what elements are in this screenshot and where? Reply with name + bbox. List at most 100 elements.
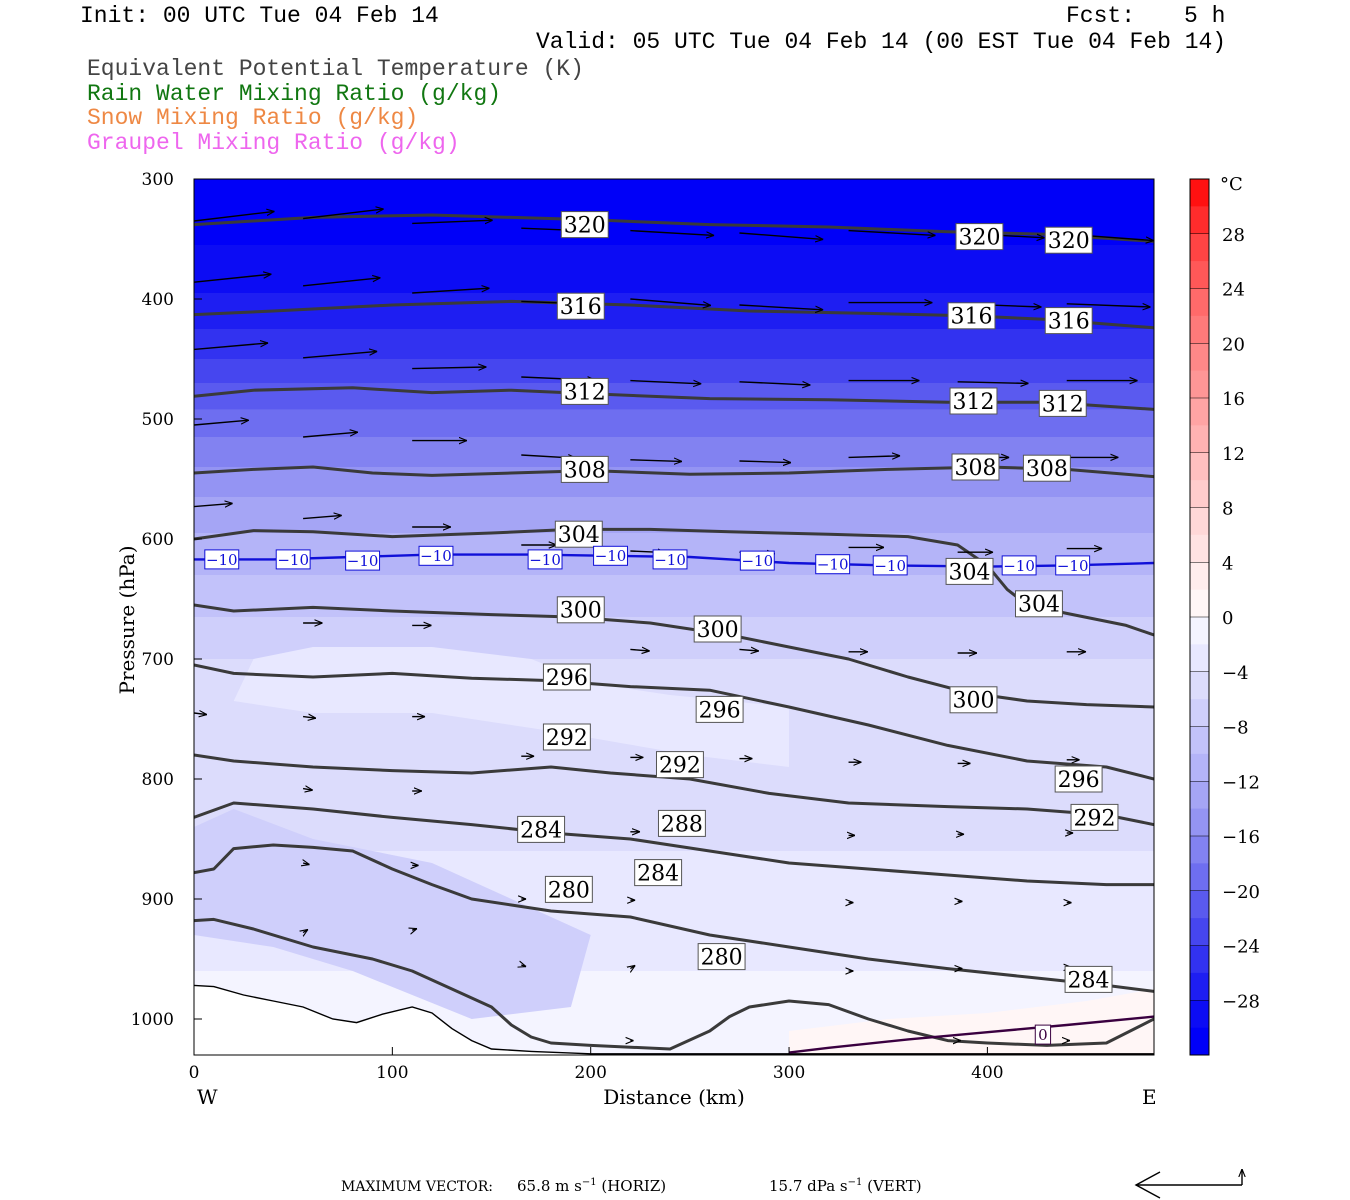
terrain-mask [194, 985, 1154, 1055]
theta-e-label-316-box [1044, 307, 1093, 335]
theta-e-label-308-box [560, 455, 609, 483]
isotherms [194, 553, 1154, 1054]
theta-e-label-292: 292 [546, 726, 588, 751]
wind-vector [412, 220, 493, 223]
theta-e-label-312: 312 [953, 390, 995, 415]
theta-e-label-296-box [695, 695, 744, 723]
colorbar-tick-label: −12 [1222, 772, 1260, 793]
temperature-band [194, 245, 1154, 294]
theta-e-label-284-box [634, 859, 683, 887]
colorbar: 28 24 20 16 12 8 4 0 −4 −8 −12 −16 −20 −24 −28 °C [1189, 174, 1260, 1056]
theta-e-label-320-box [955, 223, 1004, 251]
colorbar-bin [1190, 863, 1209, 892]
contour-labels: 320 320 320 316 316 316 312 312 312 308 308 308 304 3… [204, 211, 1119, 1045]
theta-e-label-296-box [1054, 765, 1103, 793]
isotherm-label-minus10-box [204, 549, 240, 570]
colorbar-tick-label: −24 [1222, 937, 1260, 958]
theta-e-label-284: 284 [520, 818, 562, 843]
valid-time: Valid: 05 UTC Tue 04 Feb 14 (00 EST Tue … [536, 29, 1227, 55]
theta-e-label-288-box [657, 809, 706, 837]
colorbar-bin [1190, 726, 1209, 755]
colorbar-bin [1190, 261, 1209, 289]
isotherm-label-minus10: −10 [817, 556, 849, 574]
colorbar-bin [1190, 288, 1209, 317]
wind-vector [303, 717, 316, 719]
theta-e-label-312-box [560, 377, 609, 405]
temperature-band [194, 293, 1154, 330]
theta-e-label-308-box [951, 453, 1000, 481]
temperature-band [194, 329, 1154, 360]
isotherm-label-minus10: −10 [529, 551, 561, 569]
colorbar-tick-label: 8 [1222, 499, 1233, 520]
isotherm-label-minus10-box [739, 550, 775, 571]
colorbar-bin [1190, 617, 1209, 645]
wind-vector [521, 965, 526, 967]
west-label: W [197, 1085, 218, 1109]
temperature-band [194, 575, 1154, 618]
isotherm-minus10 [194, 553, 1154, 568]
east-label: E [1142, 1085, 1157, 1109]
wind-vector [194, 211, 275, 222]
theta-e-label-292-box [655, 751, 704, 779]
theta-e-label-300: 300 [953, 689, 995, 714]
y-tick-label: 600 [142, 530, 174, 550]
theta-e-label-316-box [947, 302, 996, 330]
isotherm-label-0-box [1034, 1024, 1052, 1045]
theta-e-label-296-box [542, 663, 591, 691]
colorbar-bin [1190, 945, 1209, 974]
wind-vector [303, 278, 380, 287]
theta-e-label-312: 312 [1042, 392, 1084, 417]
theta-e-label-284: 284 [1068, 968, 1110, 993]
wind-vector [630, 298, 711, 305]
colorbar-bin [1190, 480, 1209, 508]
wind-vector [739, 461, 791, 463]
max-vector-vert: 15.7 dPa s−1 (VERT) [769, 1177, 922, 1195]
cool-region [194, 809, 591, 1019]
theta-e-label-280: 280 [701, 946, 743, 971]
theta-e-label-288: 288 [661, 812, 703, 837]
theta-e-label-292-box [1070, 803, 1119, 831]
isotherm-label-minus10-box [1001, 555, 1037, 576]
theta-e-label-280: 280 [548, 878, 590, 903]
forecast-label: Fcst: [1066, 3, 1136, 29]
theta-e-label-292: 292 [1073, 806, 1115, 831]
wind-vector [302, 789, 313, 791]
wind-vector [739, 232, 823, 239]
colorbar-tick-label: −8 [1222, 718, 1249, 739]
colorbar-tick-label: 4 [1222, 553, 1233, 574]
colorbar-tick-label: 16 [1222, 389, 1245, 410]
colorbar-bin [1190, 343, 1209, 372]
isotherm-label-minus10: −10 [1003, 557, 1035, 575]
colorbar-tick-label: 0 [1222, 608, 1233, 629]
colorbar-tick-label: 24 [1222, 280, 1245, 301]
theta-e-label-296: 296 [1058, 768, 1100, 793]
isotherm-label-minus10-box [652, 549, 688, 570]
wind-vector [303, 929, 308, 932]
theta-e-label-320: 320 [958, 226, 1000, 251]
theta-e-label-320-box [560, 211, 609, 239]
colorbar-bin [1190, 644, 1209, 673]
field-label-rain: Rain Water Mixing Ratio (g/kg) [87, 81, 502, 107]
theta-e-label-304: 304 [558, 523, 600, 548]
colorbar-bin [1190, 562, 1209, 591]
colorbar-bin [1190, 398, 1209, 426]
theta-e-label-284-box [517, 815, 566, 843]
terrain [194, 984, 1154, 1055]
x-tick-label: 0 [189, 1063, 200, 1083]
theta-e-label-300: 300 [697, 618, 739, 643]
max-vector-label: MAXIMUM VECTOR: [341, 1179, 493, 1195]
colorbar-bin [1190, 1000, 1209, 1029]
theta-e-label-304: 304 [1018, 593, 1060, 618]
isotherm-label-minus10-box [527, 549, 563, 570]
wind-vector [303, 432, 358, 438]
theta-e-contour-284 [194, 843, 1154, 993]
colorbar-tick-label: −16 [1222, 827, 1260, 848]
theta-e-label-300-box [949, 686, 998, 714]
theta-e-contour-288 [194, 801, 1154, 887]
wind-vector [739, 382, 810, 385]
theta-e-label-312-box [1038, 389, 1087, 417]
theta-e-label-320: 320 [564, 214, 606, 239]
colorbar-bin [1190, 452, 1209, 481]
colorbar-bin [1190, 781, 1209, 810]
x-tick-label: 400 [971, 1063, 1003, 1083]
